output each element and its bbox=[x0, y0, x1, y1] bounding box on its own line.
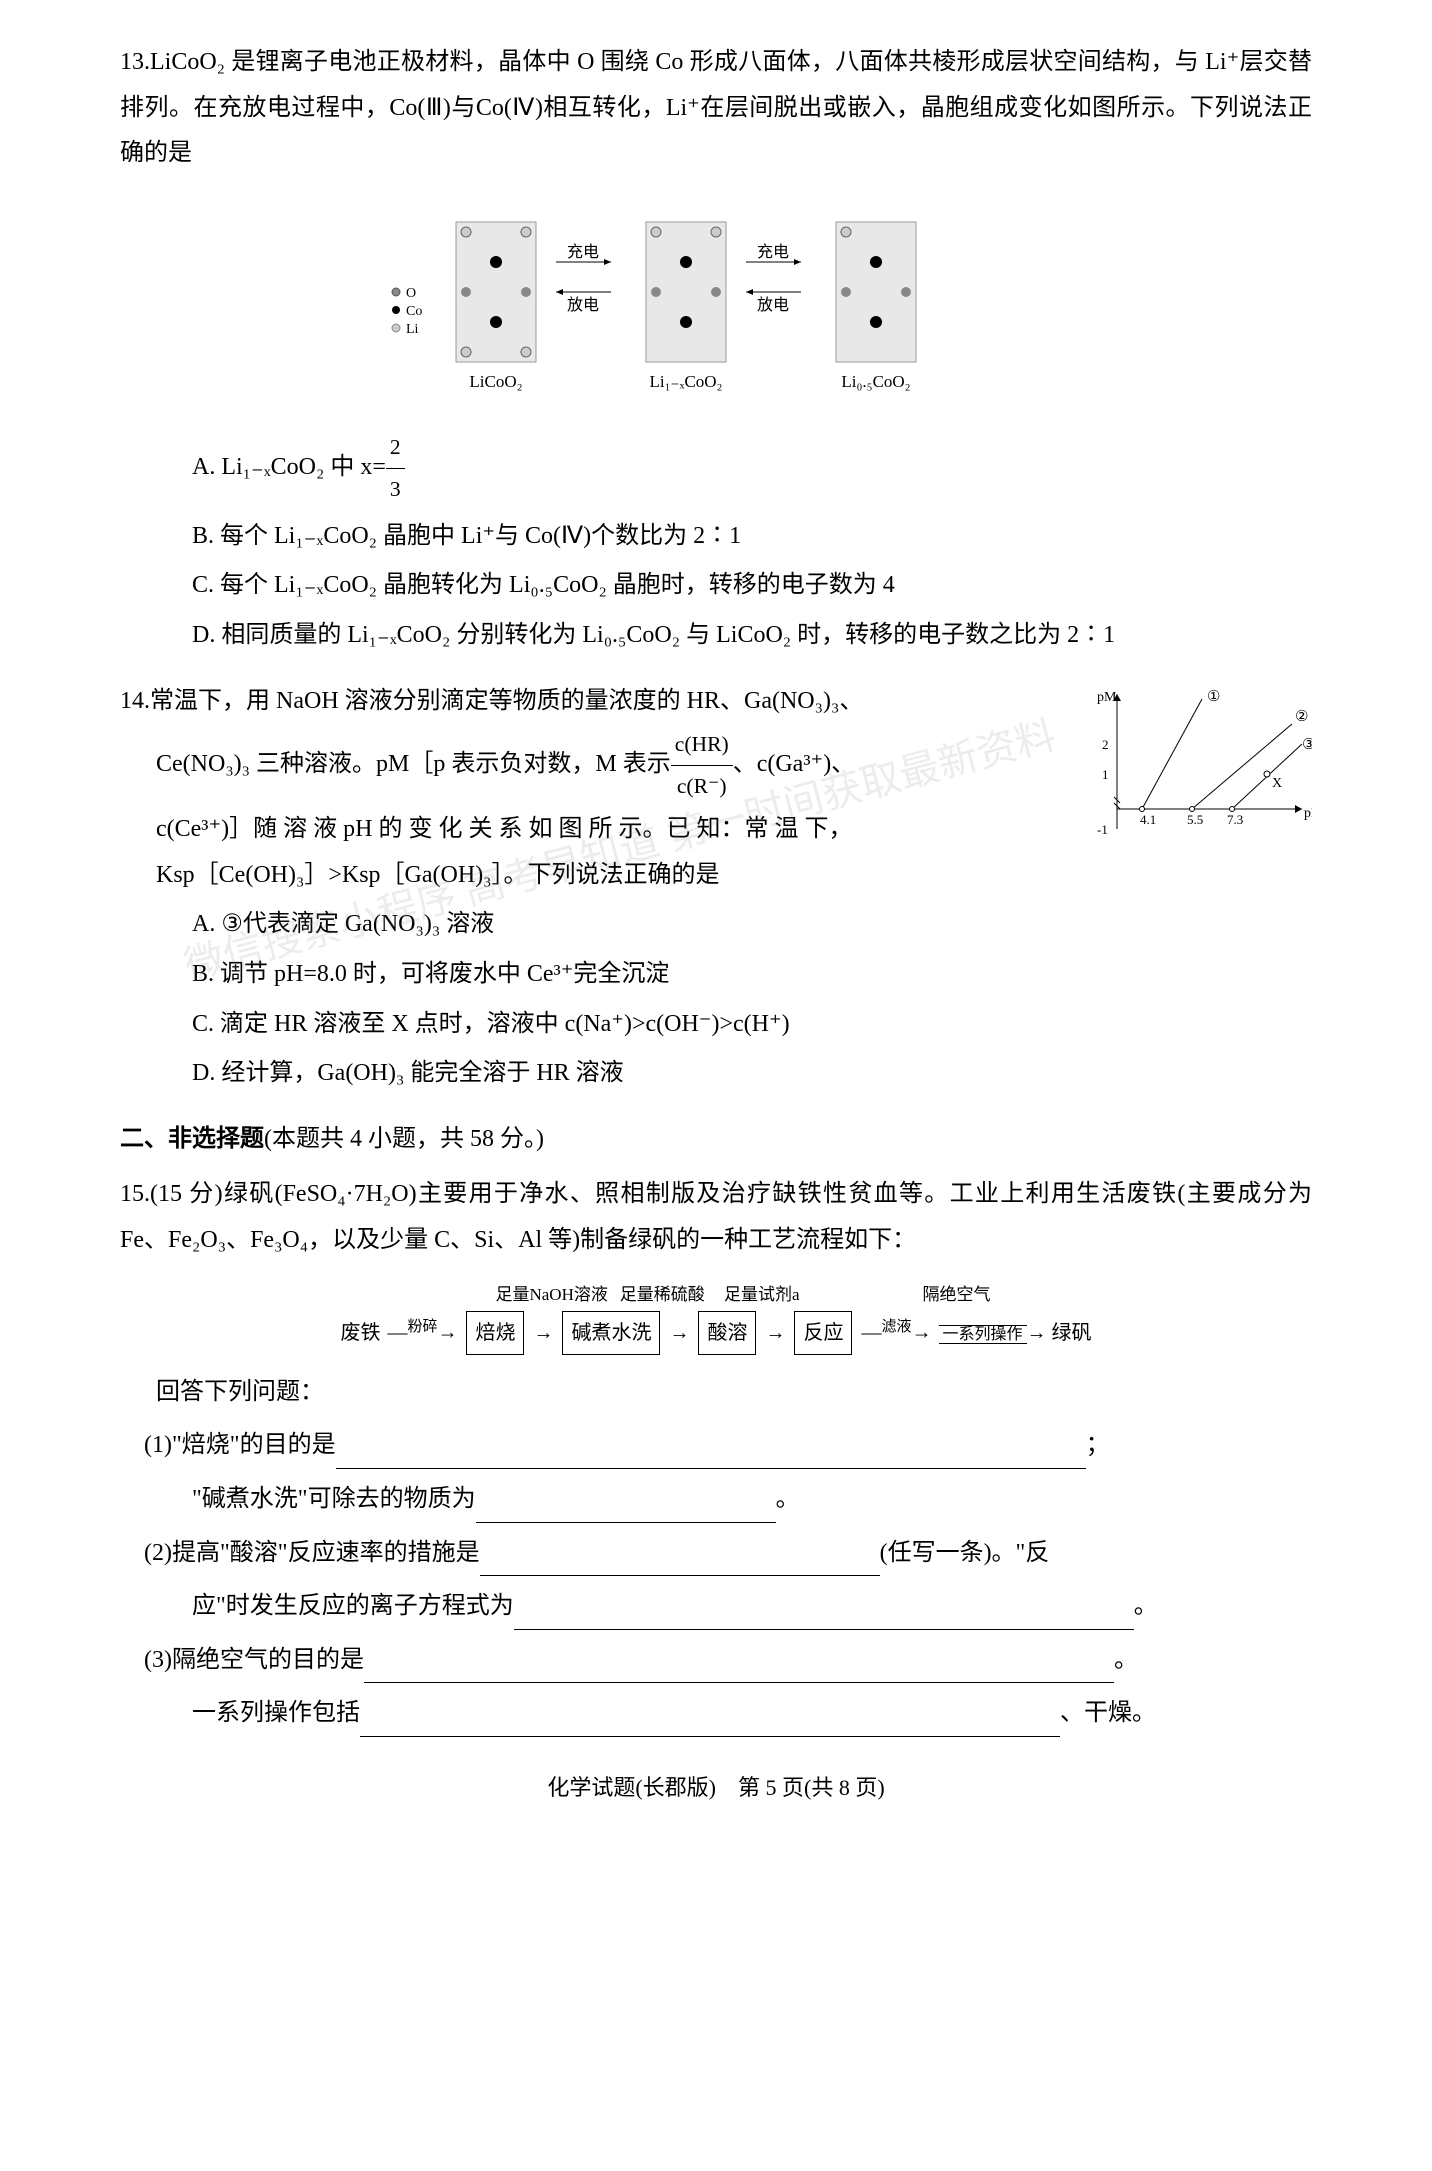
svg-text:4.1: 4.1 bbox=[1140, 812, 1156, 827]
q13-option-c: C. 每个 Li₁₋ₓCoO₂ 晶胞转化为 Li₀.₅CoO₂ 晶胞时，转移的电… bbox=[120, 563, 1312, 609]
arrow-discharge-2: 放电 bbox=[757, 296, 789, 314]
q13-body: LiCoO₂ 是锂离子电池正极材料，晶体中 O 围绕 Co 形成八面体，八面体共… bbox=[120, 49, 1312, 166]
blank-line[interactable] bbox=[336, 1440, 1086, 1469]
svg-text:O: O bbox=[406, 286, 416, 301]
q13-option-b: B. 每个 Li₁₋ₓCoO₂ 晶胞中 Li⁺与 Co(Ⅳ)个数比为 2∶1 bbox=[120, 514, 1312, 560]
arrow-charge-2: 充电 bbox=[757, 243, 789, 261]
q15-sub3b: 一系列操作包括、干燥。 bbox=[120, 1691, 1312, 1737]
svg-text:pH: pH bbox=[1304, 806, 1312, 821]
q14-option-a: A. ③代表滴定 Ga(NO₃)₃ 溶液 bbox=[120, 902, 1312, 948]
arrow-discharge-1: 放电 bbox=[567, 296, 599, 314]
svg-text:②: ② bbox=[1295, 709, 1308, 725]
crystal-1-label: LiCoO₂ bbox=[469, 372, 522, 391]
q15-sub2b: 应"时发生反应的离子方程式为。 bbox=[120, 1584, 1312, 1630]
section-2-title: 二、非选择题(本题共 4 小题，共 58 分。) bbox=[120, 1117, 1312, 1163]
q15-flow-diagram: 足量NaOH溶液 足量稀硫酸 足量试剂a 隔绝空气 废铁 —粉碎→ 焙烧 → 碱… bbox=[120, 1279, 1312, 1355]
svg-text:③: ③ bbox=[1302, 737, 1312, 753]
q14-option-d: D. 经计算，Ga(OH)₃ 能完全溶于 HR 溶液 bbox=[120, 1051, 1312, 1097]
q13-option-a: A. Li₁₋ₓCoO₂ 中 x=23 bbox=[120, 427, 1312, 510]
svg-text:-1: -1 bbox=[1097, 822, 1108, 837]
q14-graph: pH pM ① ② ③ 4.1 5.5 7.3 1 2 -1 X bbox=[1092, 689, 1312, 849]
svg-text:7.3: 7.3 bbox=[1227, 812, 1243, 827]
q14-option-b: B. 调节 pH=8.0 时，可将废水中 Ce³⁺完全沉淀 bbox=[120, 952, 1312, 998]
q15-number: 15. bbox=[120, 1181, 150, 1207]
svg-text:5.5: 5.5 bbox=[1187, 812, 1203, 827]
question-14: pH pM ① ② ③ 4.1 5.5 7.3 1 2 -1 X 14.常温下，… bbox=[120, 679, 1312, 1097]
blank-line[interactable] bbox=[476, 1494, 776, 1523]
svg-text:Co: Co bbox=[406, 304, 422, 319]
question-15: 15.(15 分)绿矾(FeSO₄·7H₂O)主要用于净水、照相制版及治疗缺铁性… bbox=[120, 1172, 1312, 1737]
svg-text:pM: pM bbox=[1097, 690, 1117, 705]
q15-sub1b: "碱煮水洗"可除去的物质为。 bbox=[120, 1477, 1312, 1523]
q13-text: 13.LiCoO₂ 是锂离子电池正极材料，晶体中 O 围绕 Co 形成八面体，八… bbox=[120, 40, 1312, 177]
q15-sub2a: (2)提高"酸溶"反应速率的措施是(任写一条)。"反 bbox=[120, 1531, 1312, 1577]
q14-option-c: C. 滴定 HR 溶液至 X 点时，溶液中 c(Na⁺)>c(OH⁻)>c(H⁺… bbox=[120, 1002, 1312, 1048]
q13-number: 13. bbox=[120, 49, 150, 75]
q15-text: 15.(15 分)绿矾(FeSO₄·7H₂O)主要用于净水、照相制版及治疗缺铁性… bbox=[120, 1172, 1312, 1263]
q15-sub3a: (3)隔绝空气的目的是。 bbox=[120, 1638, 1312, 1684]
blank-line[interactable] bbox=[514, 1601, 1134, 1630]
crystal-2-label: Li₁₋ₓCoO₂ bbox=[650, 372, 723, 391]
crystal-3-label: Li₀.₅CoO₂ bbox=[841, 372, 910, 391]
q15-sub1a: (1)"焙烧"的目的是； bbox=[120, 1423, 1312, 1469]
q15-answer-prompt: 回答下列问题： bbox=[120, 1370, 1312, 1416]
blank-line[interactable] bbox=[364, 1655, 1114, 1684]
svg-text:2: 2 bbox=[1102, 737, 1109, 752]
svg-text:Li: Li bbox=[406, 322, 419, 337]
q13-option-d: D. 相同质量的 Li₁₋ₓCoO₂ 分别转化为 Li₀.₅CoO₂ 与 LiC… bbox=[120, 613, 1312, 659]
blank-line[interactable] bbox=[360, 1708, 1060, 1737]
crystal-diagram: LiCoO₂ O Co Li 充电 放电 Li₁₋ₓCoO₂ bbox=[386, 192, 1046, 412]
crystal-legend: O Co Li bbox=[392, 286, 422, 337]
svg-text:①: ① bbox=[1207, 689, 1220, 705]
svg-text:X: X bbox=[1272, 776, 1282, 791]
arrow-charge-1: 充电 bbox=[567, 243, 599, 261]
question-13: 13.LiCoO₂ 是锂离子电池正极材料，晶体中 O 围绕 Co 形成八面体，八… bbox=[120, 40, 1312, 659]
q13-figure: LiCoO₂ O Co Li 充电 放电 Li₁₋ₓCoO₂ bbox=[120, 192, 1312, 412]
page-footer: 化学试题(长郡版) 第 5 页(共 8 页) bbox=[120, 1767, 1312, 1809]
blank-line[interactable] bbox=[480, 1547, 880, 1576]
q14-number: 14. bbox=[120, 688, 150, 714]
svg-text:1: 1 bbox=[1102, 767, 1109, 782]
